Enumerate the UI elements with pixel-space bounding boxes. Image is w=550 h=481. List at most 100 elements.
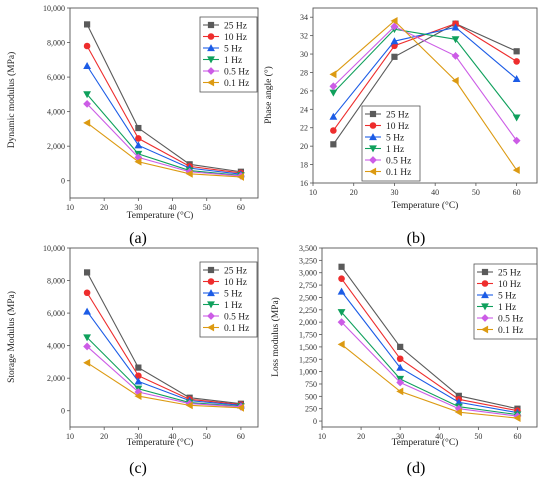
x-tick-label: 60 [513, 432, 521, 441]
data-point [84, 43, 91, 50]
series-line-0.1hz [342, 344, 518, 418]
data-point [391, 54, 397, 60]
legend-label: 5 Hz [224, 44, 242, 54]
legend-label: 5 Hz [498, 291, 516, 301]
y-tick-label: 750 [305, 380, 317, 389]
legend-label: 0.1 Hz [386, 168, 411, 178]
data-point [330, 127, 337, 134]
legend-label: 0.5 Hz [224, 312, 249, 322]
y-tick-label: 0 [313, 417, 317, 426]
data-point [83, 119, 90, 127]
data-point [329, 90, 337, 97]
data-point [338, 341, 345, 349]
y-tick-label: 250 [305, 405, 317, 414]
x-tick-label: 50 [474, 432, 482, 441]
data-point [338, 288, 346, 295]
y-tick-label: 0 [61, 177, 65, 186]
legend-label: 0.1 Hz [224, 324, 249, 334]
data-point [452, 52, 460, 60]
legend-label: 1 Hz [224, 301, 242, 311]
data-point [84, 269, 90, 275]
y-tick-label: 500 [305, 392, 317, 401]
x-tick-label: 10 [66, 203, 74, 212]
chart-panel-c: 10 20 30 40 50 6002,0004,0006,0008,00010,000T… [6, 244, 258, 477]
series-line-0.1hz [333, 21, 516, 170]
legend-label: 1 Hz [224, 56, 242, 66]
y-tick-label: 2,000 [47, 142, 65, 151]
x-tick-label: 40 [431, 188, 439, 197]
y-tick-label: 1,250 [299, 355, 317, 364]
data-point [135, 125, 141, 131]
y-tick-label: 4,000 [47, 342, 65, 351]
x-tick-label: 50 [203, 203, 211, 212]
data-point [84, 21, 90, 27]
x-axis-title: Temperature (°C) [392, 437, 459, 448]
y-tick-label: 2,500 [299, 293, 317, 302]
legend-label: 1 Hz [498, 303, 516, 313]
data-point [513, 115, 521, 122]
panel-caption: (a) [129, 230, 147, 247]
data-point [397, 344, 403, 350]
legend-marker [208, 278, 215, 285]
chart-panel-d: 10 20 30 40 50 6002505007501,0001,2501,5001,7… [270, 244, 537, 477]
x-tick-label: 20 [100, 203, 108, 212]
x-tick-label: 10 [318, 432, 326, 441]
y-tick-label: 30 [300, 50, 308, 59]
data-point [83, 308, 91, 315]
data-point [84, 289, 91, 296]
legend-marker [208, 22, 214, 28]
legend-label: 25 Hz [224, 266, 247, 276]
y-tick-label: 10,000 [43, 4, 65, 13]
legend-label: 0.1 Hz [224, 79, 249, 89]
data-point [513, 58, 520, 65]
y-tick-label: 1,500 [299, 343, 317, 352]
legend-marker [370, 111, 376, 117]
y-tick-label: 3,000 [299, 269, 317, 278]
x-tick-label: 60 [237, 203, 245, 212]
data-point [514, 48, 520, 54]
legend-label: 1 Hz [386, 145, 404, 155]
legend-label: 10 Hz [224, 278, 247, 288]
y-tick-label: 2,750 [299, 281, 317, 290]
y-tick-label: 4,000 [47, 108, 65, 117]
legend-label: 0.1 Hz [498, 326, 523, 336]
y-tick-label: 22 [300, 124, 308, 133]
legend-label: 25 Hz [386, 110, 409, 120]
legend-label: 10 Hz [498, 280, 521, 290]
legend-label: 10 Hz [224, 33, 247, 43]
y-tick-label: 3,500 [299, 244, 317, 253]
y-tick-label: 6,000 [47, 309, 65, 318]
panel-caption: (b) [407, 230, 426, 247]
series-line-0.5hz [87, 346, 241, 406]
legend-label: 25 Hz [498, 268, 521, 278]
x-tick-label: 20 [350, 188, 358, 197]
x-tick-label: 60 [513, 188, 521, 197]
chart-panel-a: 10 20 30 40 50 6002,0004,0006,0008,00010,000T… [6, 4, 258, 247]
y-axis-title: Dynamic modulus (MPa) [6, 52, 17, 149]
x-axis-title: Temperature (°C) [392, 200, 459, 211]
y-tick-label: 18 [300, 161, 308, 170]
legend-label: 5 Hz [386, 133, 404, 143]
x-tick-label: 10 [309, 188, 317, 197]
data-point [329, 70, 336, 78]
y-tick-label: 1,000 [299, 368, 317, 377]
x-axis-title: Temperature (°C) [127, 437, 194, 448]
y-tick-label: 26 [300, 87, 308, 96]
data-point [338, 275, 345, 282]
data-point [397, 355, 404, 362]
y-tick-label: 32 [300, 32, 308, 41]
x-axis-title: Temperature (°C) [127, 210, 194, 221]
x-tick-label: 20 [100, 432, 108, 441]
y-tick-label: 2,000 [47, 374, 65, 383]
legend-label: 25 Hz [224, 21, 247, 31]
series-line-1hz [87, 94, 241, 175]
legend-label: 0.5 Hz [386, 156, 411, 166]
legend-marker [482, 269, 488, 275]
x-tick-label: 20 [357, 432, 365, 441]
y-tick-label: 6,000 [47, 73, 65, 82]
legend-label: 0.5 Hz [498, 314, 523, 324]
data-point [330, 141, 336, 147]
series-line-1hz [87, 338, 241, 407]
data-point [513, 137, 521, 145]
